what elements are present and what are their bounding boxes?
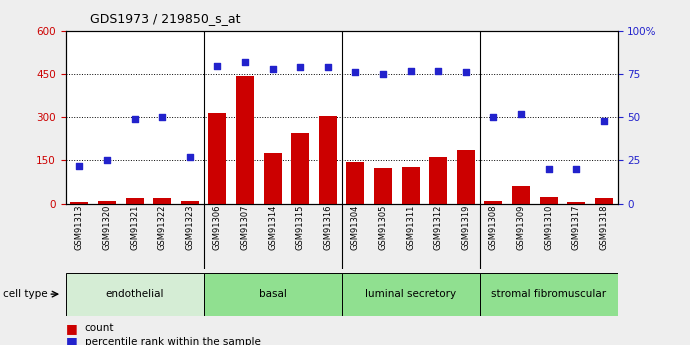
Text: GSM91306: GSM91306 xyxy=(213,205,222,250)
Text: GSM91314: GSM91314 xyxy=(268,205,277,250)
Point xyxy=(157,115,168,120)
Text: GSM91309: GSM91309 xyxy=(516,205,526,250)
Point xyxy=(295,65,306,70)
Bar xyxy=(126,198,144,204)
Bar xyxy=(70,202,88,204)
Bar xyxy=(484,201,502,204)
Text: endothelial: endothelial xyxy=(106,289,164,299)
Text: luminal secretory: luminal secretory xyxy=(365,289,456,299)
Text: GSM91315: GSM91315 xyxy=(295,205,305,250)
Text: basal: basal xyxy=(259,289,286,299)
Point xyxy=(74,163,85,168)
Point xyxy=(377,71,388,77)
Point xyxy=(184,154,195,160)
Bar xyxy=(342,273,480,316)
Bar xyxy=(181,201,199,204)
Bar xyxy=(540,197,558,204)
Bar xyxy=(291,133,309,204)
Point xyxy=(267,66,278,72)
Point xyxy=(571,166,582,172)
Bar xyxy=(204,273,342,316)
Bar xyxy=(457,149,475,204)
Text: GSM91323: GSM91323 xyxy=(185,205,195,250)
Point xyxy=(212,63,223,68)
Text: GSM91320: GSM91320 xyxy=(102,205,112,250)
Bar xyxy=(98,201,116,204)
Bar xyxy=(66,273,204,316)
Bar xyxy=(480,273,618,316)
Point xyxy=(488,115,499,120)
Bar xyxy=(346,162,364,204)
Text: GSM91318: GSM91318 xyxy=(599,205,609,250)
Point xyxy=(129,116,140,122)
Text: GSM91308: GSM91308 xyxy=(489,205,498,250)
Point xyxy=(460,70,471,75)
Bar xyxy=(208,113,226,204)
Point xyxy=(543,166,554,172)
Text: GSM91316: GSM91316 xyxy=(323,205,333,250)
Text: GSM91322: GSM91322 xyxy=(157,205,167,250)
Text: GSM91310: GSM91310 xyxy=(544,205,553,250)
Text: count: count xyxy=(85,324,115,333)
Bar xyxy=(512,186,530,204)
Text: GSM91304: GSM91304 xyxy=(351,205,360,250)
Text: percentile rank within the sample: percentile rank within the sample xyxy=(85,337,261,345)
Bar xyxy=(319,116,337,204)
Bar xyxy=(264,153,282,204)
Bar xyxy=(153,198,171,204)
Bar xyxy=(374,168,392,204)
Point xyxy=(101,158,112,163)
Bar xyxy=(567,202,585,204)
Text: GSM91317: GSM91317 xyxy=(571,205,581,250)
Bar xyxy=(236,76,254,204)
Text: GSM91307: GSM91307 xyxy=(240,205,250,250)
Text: ■: ■ xyxy=(66,335,77,345)
Text: GSM91311: GSM91311 xyxy=(406,205,415,250)
Point xyxy=(598,118,609,124)
Point xyxy=(239,59,250,65)
Text: GSM91313: GSM91313 xyxy=(75,205,84,250)
Bar xyxy=(402,167,420,204)
Text: GDS1973 / 219850_s_at: GDS1973 / 219850_s_at xyxy=(90,12,240,25)
Point xyxy=(405,68,416,73)
Point xyxy=(322,65,333,70)
Bar xyxy=(429,157,447,204)
Text: cell type: cell type xyxy=(3,289,48,299)
Text: GSM91319: GSM91319 xyxy=(461,205,471,250)
Text: GSM91321: GSM91321 xyxy=(130,205,139,250)
Text: GSM91312: GSM91312 xyxy=(433,205,443,250)
Text: GSM91305: GSM91305 xyxy=(378,205,388,250)
Point xyxy=(433,68,444,73)
Bar xyxy=(595,198,613,204)
Point xyxy=(350,70,361,75)
Point xyxy=(515,111,526,117)
Text: ■: ■ xyxy=(66,322,77,335)
Text: stromal fibromuscular: stromal fibromuscular xyxy=(491,289,606,299)
